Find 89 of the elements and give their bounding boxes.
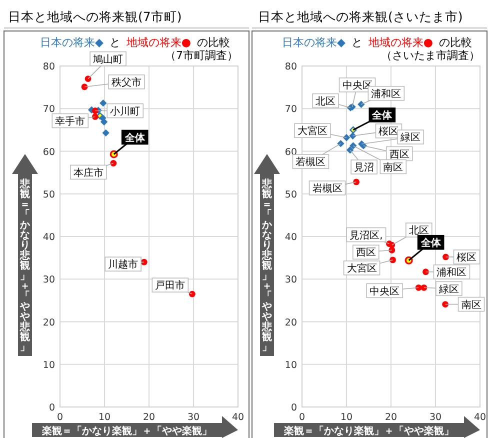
annotation: 緑区	[438, 284, 459, 296]
annotation: 本庄市	[73, 166, 104, 179]
text: 悲観＝「かなり悲観」＋「やや悲観」	[262, 179, 272, 354]
annotation: 若槻区	[296, 156, 326, 168]
annotation: 全体	[124, 132, 146, 144]
point	[92, 108, 98, 114]
text: の比較	[439, 36, 472, 49]
y-tick-label: 80	[284, 62, 297, 72]
annotation: 北区	[408, 224, 429, 237]
y-tick-label: 50	[42, 189, 55, 200]
point	[358, 100, 365, 108]
point	[420, 284, 428, 291]
y-tick-label: 10	[284, 360, 297, 371]
y-tick-label: 0	[290, 402, 297, 414]
annotation: 見沼	[354, 162, 374, 174]
text: 地域の将来●	[125, 36, 192, 49]
y-tick-label: 0	[48, 402, 55, 414]
chart-subtitle: （さいたま市調査）	[381, 49, 480, 62]
annotation: 桜区	[456, 252, 477, 264]
x-tick-label: 40	[232, 412, 244, 423]
annotation: 秩父市	[111, 76, 142, 88]
annotation: 岩槻区	[312, 182, 342, 195]
point	[110, 160, 117, 166]
point	[102, 129, 110, 137]
y-tick-label: 20	[42, 317, 55, 328]
annotation: 川越市	[108, 258, 138, 271]
annotation: 南区	[383, 161, 404, 174]
annotation: 北区	[316, 95, 336, 108]
point	[353, 178, 360, 186]
y-tick-label: 40	[284, 232, 297, 243]
y-tick-label: 60	[284, 146, 297, 158]
y-tick-label: 50	[284, 189, 297, 200]
annotation: 戸田市	[155, 280, 186, 292]
annotation: 中央区	[370, 285, 400, 298]
point	[442, 301, 448, 308]
annotation: 大宮区	[298, 125, 328, 138]
point	[81, 84, 88, 90]
annotation: 浦和区	[371, 88, 402, 100]
y-tick-label: 30	[284, 274, 297, 286]
annotation: 全体	[420, 236, 442, 249]
x-tick-label: 0	[298, 412, 306, 423]
x-tick-label: 10	[98, 412, 111, 423]
annotation: 小川町	[110, 105, 140, 118]
point	[388, 246, 396, 254]
chart-title: 日本と地域への将来観(さいたま市)	[258, 9, 463, 24]
point	[390, 256, 396, 264]
chart-title: 日本と地域への将来観(7市町)	[8, 9, 182, 24]
x-tick-label: 10	[340, 412, 353, 423]
annotation: 緑区	[400, 132, 421, 144]
text: 日本の将来◆	[40, 36, 104, 49]
point	[350, 142, 357, 150]
point	[346, 146, 354, 154]
text: 地域の将来●	[367, 36, 434, 49]
annotation: 桜区	[378, 126, 399, 138]
x-tick-label: 30	[187, 412, 200, 423]
annotation: 見沼区,	[350, 229, 383, 242]
point	[84, 76, 92, 82]
y-tick-label: 40	[42, 232, 55, 243]
x-tick-label: 30	[429, 412, 442, 423]
point	[92, 114, 98, 120]
point	[100, 118, 108, 126]
annotation: 全体	[371, 110, 394, 122]
text: の比較	[197, 36, 230, 49]
y-tick-label: 10	[42, 360, 55, 371]
y-tick-label: 70	[284, 104, 297, 116]
y-tick-label: 30	[42, 274, 55, 286]
x-tick-label: 0	[56, 412, 64, 423]
x-axis-title: 楽観＝「かなり楽観」＋「やや楽観」	[283, 425, 454, 437]
y-tick-label: 80	[42, 62, 55, 72]
y-tick-label: 60	[42, 146, 55, 158]
annotation: 大宮区	[346, 262, 377, 275]
text: 悲観＝「かなり悲観」＋「やや悲観」	[20, 179, 30, 354]
text: と	[109, 36, 120, 49]
annotation: 鳩山町	[93, 53, 124, 66]
annotation: 西区	[356, 248, 376, 259]
annotation: 幸手市	[55, 115, 86, 128]
annotation: 浦和区	[436, 266, 467, 278]
y-tick-label: 70	[42, 104, 55, 116]
point	[100, 99, 107, 107]
annotation: 西区	[389, 149, 410, 160]
x-tick-label: 40	[474, 412, 486, 423]
annotation: 南区	[461, 298, 482, 311]
chart-subtitle: （7市町調査）	[165, 49, 238, 62]
x-axis-title: 楽観＝「かなり楽観」＋「やや楽観」	[41, 425, 212, 437]
y-tick-label: 20	[284, 317, 297, 328]
text: と	[351, 36, 362, 49]
x-tick-label: 20	[384, 412, 398, 423]
text: 日本の将来◆	[282, 36, 346, 49]
x-tick-label: 20	[142, 412, 156, 423]
